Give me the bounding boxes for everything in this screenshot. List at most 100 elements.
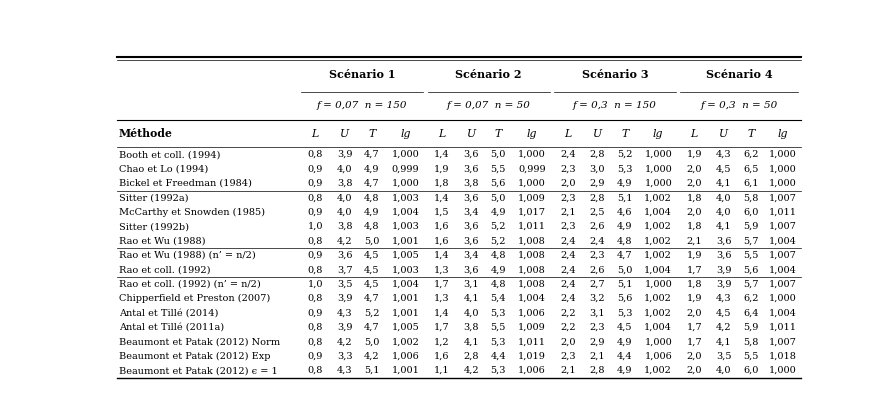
Text: 2,4: 2,4 (590, 236, 605, 246)
Text: 1,002: 1,002 (644, 308, 672, 318)
Text: 0,8: 0,8 (307, 265, 323, 274)
Text: 1,5: 1,5 (434, 208, 449, 217)
Text: 1,003: 1,003 (392, 222, 420, 231)
Text: 1,8: 1,8 (686, 193, 702, 202)
Text: 1,007: 1,007 (769, 251, 797, 260)
Text: 3,9: 3,9 (337, 294, 353, 303)
Text: 5,0: 5,0 (491, 193, 506, 202)
Text: T: T (495, 129, 502, 139)
Text: lg: lg (527, 129, 537, 139)
Text: 1,009: 1,009 (518, 193, 546, 202)
Text: U: U (340, 129, 349, 139)
Text: Chao et Lo (1994): Chao et Lo (1994) (119, 164, 208, 174)
Text: 2,4: 2,4 (560, 265, 576, 274)
Text: U: U (467, 129, 476, 139)
Text: 6,0: 6,0 (743, 366, 758, 375)
Text: 3,1: 3,1 (463, 280, 479, 289)
Text: L: L (564, 129, 571, 139)
Text: 0,999: 0,999 (392, 164, 420, 174)
Text: Sitter (1992a): Sitter (1992a) (119, 193, 189, 202)
Text: 1,6: 1,6 (434, 236, 449, 246)
Text: 4,3: 4,3 (337, 308, 353, 318)
Text: 0,9: 0,9 (307, 179, 323, 188)
Text: 0,9: 0,9 (307, 208, 323, 217)
Text: 5,3: 5,3 (617, 164, 633, 174)
Text: 1,002: 1,002 (644, 251, 672, 260)
Text: U: U (719, 129, 728, 139)
Text: 5,9: 5,9 (743, 323, 758, 332)
Text: 4,7: 4,7 (617, 251, 633, 260)
Text: Méthode: Méthode (119, 128, 172, 139)
Text: 1,000: 1,000 (769, 294, 797, 303)
Text: 1,004: 1,004 (392, 208, 420, 217)
Text: 1,000: 1,000 (644, 150, 672, 159)
Text: 4,7: 4,7 (364, 294, 380, 303)
Text: 4,8: 4,8 (617, 236, 633, 246)
Text: 4,9: 4,9 (364, 164, 380, 174)
Text: 5,3: 5,3 (491, 338, 506, 346)
Text: 2,1: 2,1 (560, 366, 576, 375)
Text: 4,9: 4,9 (491, 265, 506, 274)
Text: 4,7: 4,7 (364, 179, 380, 188)
Text: 5,8: 5,8 (743, 338, 758, 346)
Text: 2,4: 2,4 (560, 150, 576, 159)
Text: 0,999: 0,999 (518, 164, 545, 174)
Text: 1,019: 1,019 (518, 352, 546, 361)
Text: 3,6: 3,6 (463, 164, 478, 174)
Text: 5,0: 5,0 (617, 265, 633, 274)
Text: 1,003: 1,003 (392, 265, 420, 274)
Text: 2,4: 2,4 (560, 280, 576, 289)
Text: 4,3: 4,3 (716, 150, 732, 159)
Text: 4,8: 4,8 (491, 280, 506, 289)
Text: Beaumont et Patak (2012) Norm: Beaumont et Patak (2012) Norm (119, 338, 280, 346)
Text: 4,1: 4,1 (716, 338, 732, 346)
Text: 2,3: 2,3 (590, 251, 605, 260)
Text: 1,9: 1,9 (434, 164, 449, 174)
Text: 1,000: 1,000 (644, 280, 672, 289)
Text: 0,8: 0,8 (307, 323, 323, 332)
Text: 1,9: 1,9 (686, 251, 702, 260)
Text: 4,3: 4,3 (716, 294, 732, 303)
Text: 1,004: 1,004 (769, 308, 797, 318)
Text: 2,6: 2,6 (590, 222, 605, 231)
Text: 3,6: 3,6 (463, 236, 478, 246)
Text: 1,6: 1,6 (434, 352, 449, 361)
Text: 3,8: 3,8 (463, 179, 478, 188)
Text: 6,0: 6,0 (743, 208, 758, 217)
Text: 6,1: 6,1 (743, 179, 759, 188)
Text: 4,2: 4,2 (463, 366, 479, 375)
Text: 3,6: 3,6 (716, 251, 732, 260)
Text: 0,8: 0,8 (307, 338, 323, 346)
Text: 0,8: 0,8 (307, 150, 323, 159)
Text: Rao et Wu (1988) (n’ = n/2): Rao et Wu (1988) (n’ = n/2) (119, 251, 256, 260)
Text: 3,9: 3,9 (337, 323, 353, 332)
Text: T: T (368, 129, 376, 139)
Text: 3,1: 3,1 (590, 308, 605, 318)
Text: 1,008: 1,008 (518, 280, 546, 289)
Text: 4,0: 4,0 (716, 366, 732, 375)
Text: 1,4: 1,4 (434, 308, 449, 318)
Text: 5,5: 5,5 (491, 323, 506, 332)
Text: Scénario 2: Scénario 2 (455, 69, 522, 80)
Text: 2,9: 2,9 (590, 179, 605, 188)
Text: 1,001: 1,001 (392, 366, 420, 375)
Text: 0,8: 0,8 (307, 294, 323, 303)
Text: 0,8: 0,8 (307, 193, 323, 202)
Text: 1,004: 1,004 (769, 236, 797, 246)
Text: Antal et Tillé (2014): Antal et Tillé (2014) (119, 308, 218, 318)
Text: 1,000: 1,000 (644, 164, 672, 174)
Text: 4,0: 4,0 (463, 308, 478, 318)
Text: 4,0: 4,0 (716, 193, 732, 202)
Text: 2,8: 2,8 (590, 150, 605, 159)
Text: 5,1: 5,1 (364, 366, 380, 375)
Text: 1,000: 1,000 (644, 179, 672, 188)
Text: 2,0: 2,0 (686, 308, 702, 318)
Text: 1,2: 1,2 (434, 338, 449, 346)
Text: Bickel et Freedman (1984): Bickel et Freedman (1984) (119, 179, 252, 188)
Text: 4,5: 4,5 (364, 251, 380, 260)
Text: 3,8: 3,8 (337, 222, 353, 231)
Text: 1,008: 1,008 (518, 265, 546, 274)
Text: 3,6: 3,6 (463, 193, 478, 202)
Text: 3,4: 3,4 (463, 251, 479, 260)
Text: Rao et coll. (1992) (n’ = n/2): Rao et coll. (1992) (n’ = n/2) (119, 280, 261, 289)
